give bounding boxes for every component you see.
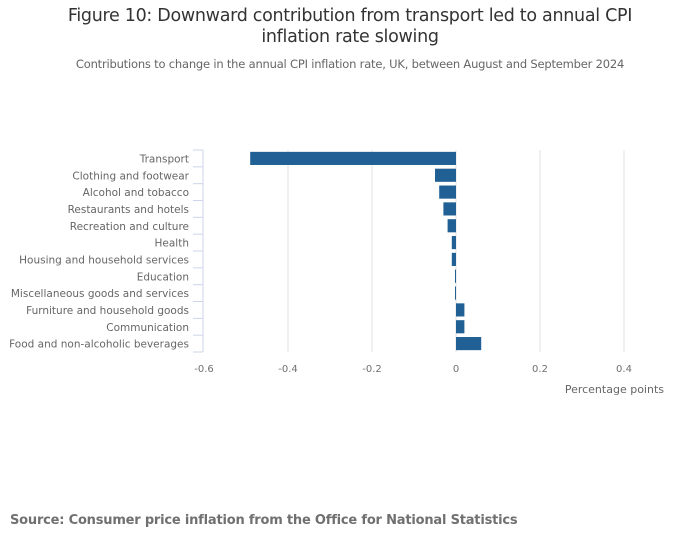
bar[interactable] — [456, 320, 465, 334]
category-label: Transport — [139, 153, 189, 165]
bar[interactable] — [443, 202, 456, 216]
category-label: Furniture and household goods — [26, 305, 189, 317]
chart-title: Figure 10: Downward contribution from tr… — [0, 6, 700, 48]
bars — [250, 151, 482, 351]
y-axis: Transport Clothing and footwear Alcohol an… — [9, 149, 204, 353]
chart-title-line-2: inflation rate slowing — [261, 27, 439, 47]
bar[interactable] — [451, 252, 456, 266]
x-tick-label: 0 — [453, 364, 459, 375]
category-label: Clothing and footwear — [72, 170, 189, 182]
bar[interactable] — [456, 303, 465, 317]
category-label: Health — [155, 238, 189, 250]
category-label: Alcohol and tobacco — [83, 187, 189, 199]
category-label: Food and non-alcoholic beverages — [9, 339, 189, 351]
bar[interactable] — [455, 269, 456, 283]
bar[interactable] — [451, 236, 456, 250]
category-label: Housing and household services — [19, 254, 189, 266]
x-tick-label: -0.4 — [278, 364, 298, 375]
x-axis-title: Percentage points — [565, 383, 664, 396]
bar[interactable] — [447, 219, 456, 233]
category-label: Education — [137, 271, 189, 283]
category-label: Restaurants and hotels — [68, 204, 189, 216]
x-tick-label: 0.4 — [616, 364, 632, 375]
category-label: Miscellaneous goods and services — [11, 288, 189, 300]
x-tick-label: 0.2 — [532, 364, 548, 375]
category-label: Communication — [106, 322, 189, 334]
bar[interactable] — [439, 185, 456, 199]
chart-title-line-1: Figure 10: Downward contribution from tr… — [67, 6, 633, 26]
bar[interactable] — [435, 168, 456, 182]
source-note: Source: Consumer price inflation from th… — [10, 513, 518, 528]
x-axis-ticks: -0.6 -0.4 -0.2 0 0.2 0.4 — [194, 364, 632, 375]
bar[interactable] — [455, 286, 456, 300]
x-tick-label: -0.2 — [362, 364, 382, 375]
chart-subtitle: Contributions to change in the annual CP… — [75, 57, 625, 71]
category-label: Recreation and culture — [70, 221, 189, 233]
bar[interactable] — [250, 151, 456, 165]
bar[interactable] — [456, 337, 482, 351]
x-tick-label: -0.6 — [194, 364, 214, 375]
gridlines — [287, 150, 625, 352]
